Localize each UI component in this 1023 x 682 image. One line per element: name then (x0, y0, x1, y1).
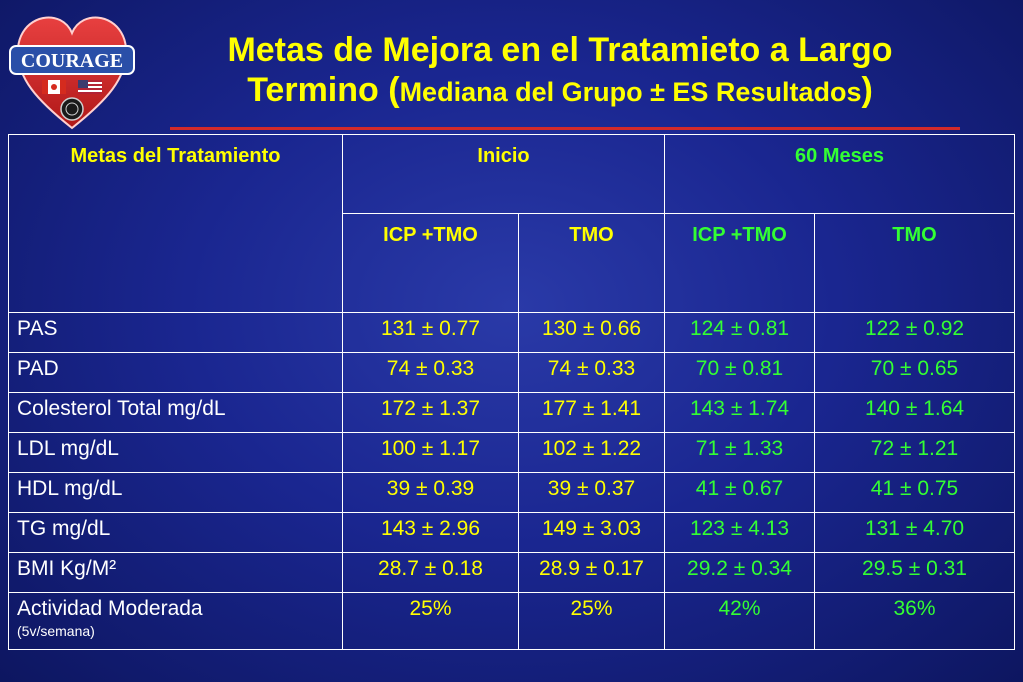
veterans-seal-icon (60, 97, 84, 121)
subheader-tmo-inicio: TMO (517, 213, 666, 313)
table-row: Colesterol Total mg/dL 172 ± 1.37 177 ± … (8, 392, 1016, 433)
row-label-note: (5v/semana) (17, 623, 95, 639)
row-label: Actividad Moderada (5v/semana) (8, 592, 343, 650)
cell-value: 39 ± 0.37 (517, 472, 666, 513)
cell-value: 29.5 ± 0.31 (814, 552, 1016, 593)
logo-text: COURAGE (21, 50, 123, 72)
cell-value: 140 ± 1.64 (814, 392, 1016, 433)
cell-value: 25% (517, 592, 666, 650)
subheader-icp-tmo-60: ICP +TMO (664, 213, 816, 313)
cell-value: 100 ± 1.17 (342, 432, 519, 473)
title-line-2: Termino (Mediana del Grupo ± ES Resultad… (135, 70, 985, 110)
table-row: PAD 74 ± 0.33 74 ± 0.33 70 ± 0.81 70 ± 0… (8, 352, 1016, 393)
title-underline (170, 127, 960, 130)
row-label: BMI Kg/M² (8, 552, 343, 593)
cell-value: 124 ± 0.81 (664, 312, 816, 353)
table-subheader-row: ICP +TMO TMO ICP +TMO TMO (9, 213, 1016, 313)
title-line-2-close: ) (861, 71, 873, 110)
slide-title: Metas de Mejora en el Tratamieto a Largo… (135, 30, 985, 110)
row-label-main: Actividad Moderada (17, 597, 203, 620)
cell-value: 29.2 ± 0.34 (664, 552, 816, 593)
cell-value: 70 ± 0.65 (814, 352, 1016, 393)
cell-value: 74 ± 0.33 (342, 352, 519, 393)
cell-value: 41 ± 0.67 (664, 472, 816, 513)
cell-value: 71 ± 1.33 (664, 432, 816, 473)
header-60-meses: 60 Meses (664, 134, 1016, 214)
cell-value: 130 ± 0.66 (517, 312, 666, 353)
row-label: PAS (8, 312, 343, 353)
cell-value: 149 ± 3.03 (517, 512, 666, 553)
row-label: Colesterol Total mg/dL (8, 392, 343, 433)
cell-value: 25% (342, 592, 519, 650)
cell-value: 72 ± 1.21 (814, 432, 1016, 473)
row-label: TG mg/dL (8, 512, 343, 553)
cell-value: 172 ± 1.37 (342, 392, 519, 433)
cell-value: 102 ± 1.22 (517, 432, 666, 473)
cell-value: 122 ± 0.92 (814, 312, 1016, 353)
table-row: LDL mg/dL 100 ± 1.17 102 ± 1.22 71 ± 1.3… (8, 432, 1016, 473)
usa-flag-icon (78, 80, 102, 94)
table-row: TG mg/dL 143 ± 2.96 149 ± 3.03 123 ± 4.1… (8, 512, 1016, 553)
header-goals: Metas del Tratamiento (8, 134, 343, 313)
subheader-icp-tmo-inicio: ICP +TMO (342, 213, 519, 313)
table-row: Actividad Moderada (5v/semana) 25% 25% 42… (8, 592, 1016, 650)
cell-value: 143 ± 2.96 (342, 512, 519, 553)
cell-value: 131 ± 4.70 (814, 512, 1016, 553)
table-header-row: Metas del Tratamiento Inicio 60 Meses (8, 134, 1016, 313)
table-row: HDL mg/dL 39 ± 0.39 39 ± 0.37 41 ± 0.67 … (8, 472, 1016, 513)
cell-value: 123 ± 4.13 (664, 512, 816, 553)
title-subtitle: Mediana del Grupo ± ES Resultados (399, 77, 862, 108)
treatment-goals-table: Metas del Tratamiento Inicio 60 Meses IC… (8, 134, 1016, 650)
cell-value: 70 ± 0.81 (664, 352, 816, 393)
cell-value: 41 ± 0.75 (814, 472, 1016, 513)
cell-value: 143 ± 1.74 (664, 392, 816, 433)
cell-value: 36% (814, 592, 1016, 650)
table-row: BMI Kg/M² 28.7 ± 0.18 28.9 ± 0.17 29.2 ±… (8, 552, 1016, 593)
row-label: LDL mg/dL (8, 432, 343, 473)
cell-value: 28.7 ± 0.18 (342, 552, 519, 593)
subheader-tmo-60: TMO (814, 213, 1016, 313)
title-line-2-main: Termino ( (247, 71, 400, 110)
cell-value: 42% (664, 592, 816, 650)
header-inicio: Inicio (341, 134, 666, 214)
courage-logo: COURAGE (9, 16, 135, 130)
cell-value: 39 ± 0.39 (342, 472, 519, 513)
cell-value: 177 ± 1.41 (517, 392, 666, 433)
title-line-1: Metas de Mejora en el Tratamieto a Largo (227, 31, 893, 69)
cell-value: 74 ± 0.33 (517, 352, 666, 393)
canada-flag-icon (42, 80, 66, 94)
row-label: PAD (8, 352, 343, 393)
row-label: HDL mg/dL (8, 472, 343, 513)
cell-value: 28.9 ± 0.17 (517, 552, 666, 593)
table-row: PAS 131 ± 0.77 130 ± 0.66 124 ± 0.81 122… (8, 312, 1016, 353)
cell-value: 131 ± 0.77 (342, 312, 519, 353)
